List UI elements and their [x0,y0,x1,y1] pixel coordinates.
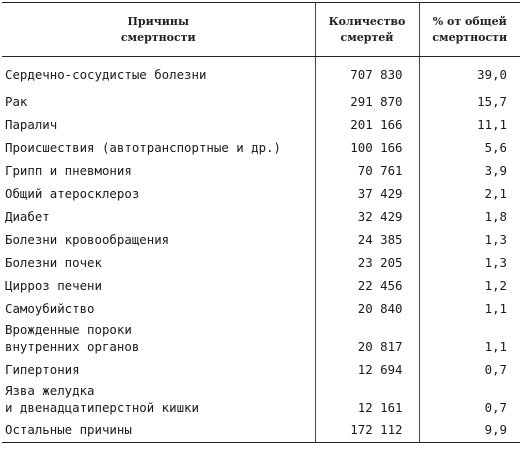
count-cell: 100 166 [314,132,419,156]
cause-cell: Сердечно-сосудистые болезни [5,66,207,82]
table-body: Сердечно-сосудистые болезни 707 830 39,0… [2,56,520,443]
count-cell: 172 112 [314,415,419,443]
cause-cell: Остальные причины [2,415,315,443]
table-row: Грипп и пневмония 70 761 3,9 [2,155,520,179]
cause-cell: Происшествия (автотранспортные и др.) [5,139,282,155]
percent-cell: 39,0 [418,56,520,87]
count-cell: 12 161 [314,377,419,416]
header-count: Количество смертей [314,2,419,57]
header-percent-text: % от общей смертности [432,14,508,44]
count-cell: 201 166 [314,109,419,133]
count-cell: 20 817 [314,316,419,355]
header-cause: Причины смертности [2,2,315,57]
percent-cell: 2,1 [418,178,520,202]
header-percent: % от общей смертности [418,2,520,57]
table-row: Язва желудка и двенадцатиперстной кишки … [2,377,520,416]
count-cell: 37 429 [314,178,419,202]
cause-cell: Рак [5,93,28,109]
percent-cell: 5,6 [418,132,520,156]
table-row: Цирроз печени 22 456 1,2 [2,270,520,294]
cause-cell: Паралич [5,116,58,132]
table-row: Гипертония 12 694 0,7 [2,354,520,378]
cause-cell: Гипертония [5,361,80,377]
percent-cell: 1,1 [418,293,520,317]
count-cell: 70 761 [314,155,419,179]
header-row: Причины смертности Количество смертей % … [2,2,520,57]
cause-cell: Врожденные пороки внутренних органов [5,321,140,354]
count-cell: 707 830 [314,56,419,87]
table-row: Рак 291 870 15,7 [2,86,520,110]
percent-cell: 1,2 [418,270,520,294]
table-row: Остальные причины 172 112 9,9 [2,415,520,443]
count-cell: 22 456 [314,270,419,294]
table-header: Причины смертности Количество смертей % … [2,2,520,57]
table-row: Сердечно-сосудистые болезни 707 830 39,0 [2,56,520,87]
count-cell: 24 385 [314,224,419,248]
percent-cell: 11,1 [418,109,520,133]
cause-cell: Грипп и пневмония [5,162,132,178]
percent-cell: 1,3 [418,224,520,248]
percent-cell: 9,9 [418,415,520,443]
table-row: Общий атеросклероз 37 429 2,1 [2,178,520,202]
cause-cell: Цирроз печени [5,277,102,293]
cause-cell: Болезни почек [5,254,102,270]
table-row: Болезни почек 23 205 1,3 [2,247,520,271]
count-cell: 291 870 [314,86,419,110]
table-row: Болезни кровообращения 24 385 1,3 [2,224,520,248]
count-cell: 20 840 [314,293,419,317]
cause-cell: Диабет [5,208,50,224]
cause-cell: Самоубийство [5,300,95,316]
percent-cell: 15,7 [418,86,520,110]
table-row: Диабет 32 429 1,8 [2,201,520,225]
percent-cell: 1,8 [418,201,520,225]
count-cell: 12 694 [314,354,419,378]
table-row: Врожденные пороки внутренних органов 20 … [2,316,520,355]
count-cell: 23 205 [314,247,419,271]
table-row: Самоубийство 20 840 1,1 [2,293,520,317]
percent-cell: 0,7 [418,377,520,416]
percent-cell: 3,9 [418,155,520,179]
percent-cell: 1,1 [418,316,520,355]
percent-cell: 1,3 [418,247,520,271]
table-row: Происшествия (автотранспортные и др.) 10… [2,132,520,156]
cause-cell: Общий атеросклероз [5,185,140,201]
header-count-text: Количество смертей [328,14,406,44]
table-row: Паралич 201 166 11,1 [2,109,520,133]
mortality-table: Причины смертности Количество смертей % … [2,2,520,443]
header-cause-text: Причины смертности [120,14,196,44]
percent-cell: 0,7 [418,354,520,378]
cause-cell: Язва желудка и двенадцатиперстной кишки [5,382,199,415]
count-cell: 32 429 [314,201,419,225]
cause-cell: Болезни кровообращения [5,231,170,247]
